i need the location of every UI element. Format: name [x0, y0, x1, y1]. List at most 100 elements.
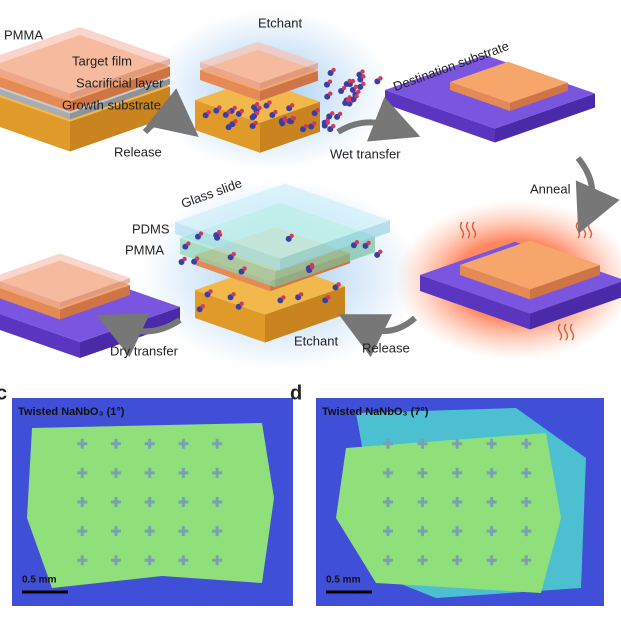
slab-side [530, 265, 600, 300]
slab-front [200, 62, 260, 89]
slab-front [0, 314, 80, 358]
slab-front [0, 77, 70, 112]
slab-side [60, 278, 130, 308]
molecule [290, 115, 295, 121]
alignment-mark [486, 526, 497, 537]
label: Wet transfer [330, 146, 401, 161]
alignment-mark [417, 497, 428, 507]
molecule [327, 79, 333, 84]
slab-top [450, 61, 568, 103]
molecule [326, 295, 331, 300]
molecule [325, 120, 330, 125]
schematic-shapes [0, 10, 621, 370]
arrow [142, 88, 199, 137]
alignment-mark [417, 526, 428, 537]
alignment-mark [144, 438, 155, 449]
alignment-mark [383, 438, 393, 449]
molecule [366, 240, 371, 246]
alignment-mark [452, 555, 463, 566]
label: Release [362, 340, 410, 355]
molecule [377, 249, 383, 255]
alignment-mark [212, 497, 223, 507]
scale-label: 0.5 mm [22, 575, 57, 586]
molecule [200, 304, 205, 309]
alignment-mark [452, 526, 463, 537]
alignment-mark [521, 467, 532, 478]
arrow [575, 156, 620, 234]
alignment-mark [110, 467, 121, 478]
molecule [239, 108, 245, 114]
slab-front [450, 82, 510, 111]
slab-side [70, 86, 170, 152]
molecule [208, 289, 213, 294]
label: Release [114, 144, 162, 159]
alignment-mark [178, 438, 189, 449]
micrographs [12, 398, 604, 606]
arrow [336, 96, 421, 142]
molecule [341, 85, 347, 91]
molecule [231, 292, 236, 297]
molecule [354, 94, 359, 99]
slab-front [200, 70, 260, 101]
alignment-mark [212, 438, 223, 449]
slab-side [510, 82, 568, 111]
slab-side [60, 285, 130, 320]
molecule [353, 84, 359, 90]
slab-side [530, 281, 621, 330]
molecule [217, 105, 222, 110]
slab-front [420, 275, 530, 330]
molecule [254, 110, 260, 116]
molecule [233, 118, 238, 124]
slab-front [0, 288, 60, 320]
molecule [186, 241, 191, 246]
alignment-mark [521, 555, 532, 566]
slab-side [70, 66, 170, 112]
molecule [217, 229, 222, 235]
molecule [206, 110, 211, 115]
alignment-mark [178, 467, 189, 478]
arrow [338, 314, 417, 358]
label: Anneal [530, 181, 571, 196]
molecule [253, 120, 258, 126]
slab-front [0, 97, 70, 152]
molecule [356, 89, 361, 94]
label: Growth substrate [62, 97, 161, 112]
alignment-mark [178, 497, 189, 507]
alignment-mark [144, 467, 155, 478]
alignment-mark [417, 467, 428, 478]
panel-letter: d [290, 382, 302, 404]
alignment-mark [212, 526, 223, 537]
molecule [337, 111, 343, 117]
slab-top [0, 253, 130, 303]
flake [336, 433, 561, 593]
scale-label: 0.5 mm [326, 575, 361, 586]
slab-top [200, 41, 318, 83]
slab-front [180, 238, 275, 288]
molecule [330, 111, 335, 116]
alignment-mark [486, 467, 497, 478]
alignment-mark [417, 555, 428, 566]
alignment-mark [383, 497, 393, 507]
heat-mark [459, 221, 465, 239]
label: PMMA [4, 27, 43, 42]
slab-front [0, 69, 70, 100]
heat-mark [471, 221, 477, 239]
slab-side [495, 93, 595, 143]
label: Dry transfer [110, 343, 179, 358]
alignment-mark [486, 438, 497, 449]
alignment-mark [110, 438, 121, 449]
slab-front [0, 281, 60, 308]
label: Target film [72, 53, 132, 68]
molecule [315, 107, 320, 113]
alignment-mark [452, 497, 463, 507]
slab-side [70, 78, 170, 120]
molecule [232, 105, 237, 111]
slab-front [195, 290, 265, 343]
molecule [331, 67, 336, 73]
molecule [361, 74, 366, 79]
molecule [347, 78, 352, 84]
molecule [242, 266, 247, 271]
alignment-mark [212, 467, 223, 478]
molecule [298, 292, 304, 297]
slab-side [260, 101, 320, 153]
